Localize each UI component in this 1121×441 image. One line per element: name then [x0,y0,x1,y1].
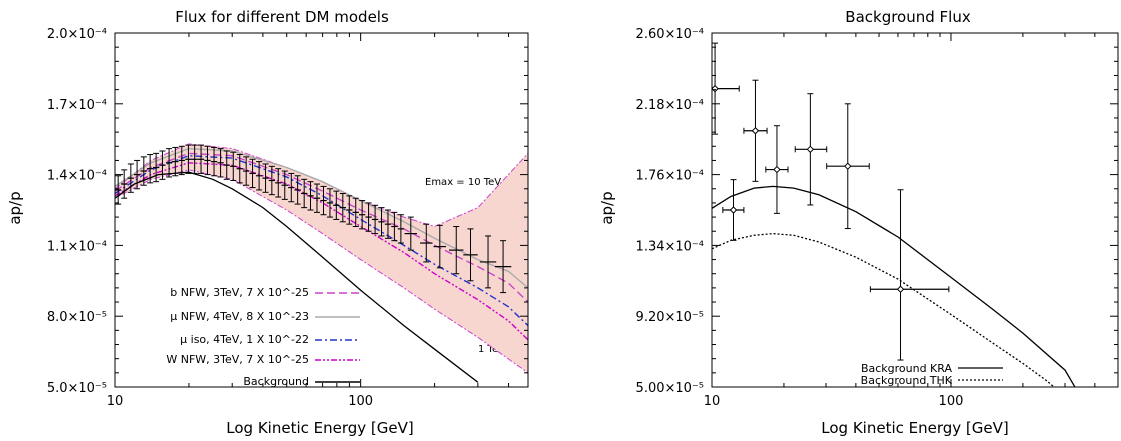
y-tick-label: 1.4×10⁻⁴ [47,169,107,184]
series-line-0 [115,152,528,303]
bg-series-line-1 [712,232,1055,387]
bg-point-marker [729,206,738,214]
left-xlabel: Log Kinetic Energy [GeV] [226,419,413,437]
y-tick-label: 1.34×10⁻⁴ [636,239,704,254]
y-tick-label: 1.7×10⁻⁴ [47,98,107,113]
bg-point-marker [896,285,905,293]
bg-legend-label: Background KRA [861,362,953,375]
plot-frame [114,32,529,388]
x-tick-label: 10 [107,394,124,409]
bg-legend-label: Background THK [861,374,953,387]
right-plot-area [712,42,1076,387]
series-line-2 [115,154,528,327]
y-tick-label: 1.76×10⁻⁴ [636,169,704,184]
left-plot: Flux for different DM models Log Kinetic… [6,8,529,437]
y-tick-label: 2.0×10⁻⁴ [47,27,107,42]
emax-annotation: Emax = 10 TeV [425,177,501,188]
y-tick-label: 1.1×10⁻⁴ [47,239,107,254]
y-tick-label: 2.60×10⁻⁴ [636,27,704,42]
y-tick-label: 5.00×10⁻⁵ [636,381,704,396]
bg-point-marker [844,162,852,170]
series-line-3 [115,162,528,341]
x-tick-label: 10 [704,394,721,409]
right-plot: Background Flux Log Kinetic Energy [GeV]… [598,8,1119,437]
right-title: Background Flux [845,8,971,26]
legend-label: μ NFW, 4TeV, 8 X 10^-23 [170,310,309,323]
right-ylabel: ap/p [598,191,616,224]
y-tick-label: 9.20×10⁻⁵ [636,310,704,325]
legend-label: b NFW, 3TeV, 7 X 10^-25 [170,286,309,299]
y-tick-label: 5.0×10⁻⁵ [47,381,107,396]
bg-point-marker [712,84,719,93]
x-tick-label: 100 [939,394,964,409]
bg-series-line-0 [712,185,1076,387]
legend-label: W NFW, 3TeV, 7 X 10^-25 [166,353,309,366]
right-xlabel: Log Kinetic Energy [GeV] [821,419,1008,437]
bg-point-marker [806,145,815,154]
series-line-4 [115,171,479,383]
left-plot-area [115,143,528,383]
left-ylabel: ap/p [6,191,24,224]
legend-label: Background [243,375,309,388]
y-tick-label: 8.0×10⁻⁵ [47,310,107,325]
left-title: Flux for different DM models [175,8,389,26]
bg-point-marker [773,165,781,174]
x-tick-label: 100 [348,394,373,409]
y-tick-label: 2.18×10⁻⁴ [636,98,704,113]
bg-point-marker [751,127,760,135]
plot-frame [711,32,1119,388]
legend-label: μ iso, 4TeV, 1 X 10^-22 [180,333,309,346]
one-tev-annotation: 1 TeV [478,344,505,355]
